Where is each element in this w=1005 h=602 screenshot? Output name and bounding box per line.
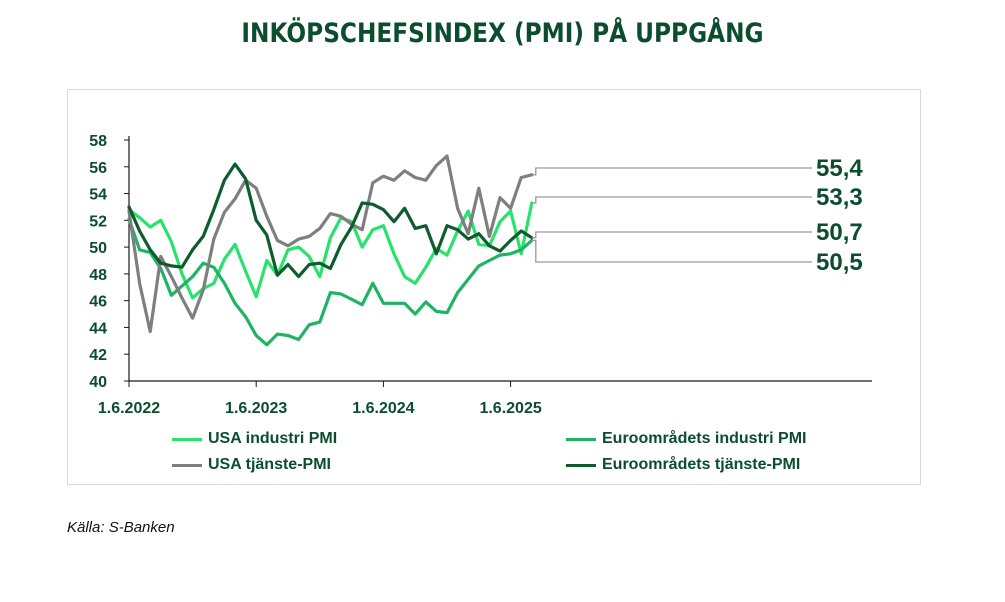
x-tick-label: 1.6.2023 bbox=[225, 400, 287, 417]
y-tick-label: 48 bbox=[89, 267, 107, 284]
legend-swatch-usa-tjanste bbox=[172, 463, 202, 467]
legend-item-usa-tjanste: USA tjänste-PMI bbox=[172, 456, 331, 474]
series-line-euroområdets-industri-pmi bbox=[127, 217, 534, 347]
y-tick-label: 46 bbox=[89, 294, 107, 311]
legend-label-euro-industri: Euroområdets industri PMI bbox=[602, 430, 807, 447]
legend-item-euro-tjanste: Euroområdets tjänste-PMI bbox=[566, 456, 800, 474]
end-label: 50,7 bbox=[816, 219, 863, 246]
end-label-leader bbox=[531, 231, 812, 239]
y-tick-label: 52 bbox=[89, 213, 107, 230]
legend-item-usa-industri: USA industri PMI bbox=[172, 430, 337, 448]
legend-swatch-euro-industri bbox=[566, 437, 596, 441]
chart-title: INKÖPSCHEFSINDEX (PMI) PÅ UPPGÅNG bbox=[241, 18, 764, 49]
series-line-usa-tjänste-pmi bbox=[127, 154, 534, 334]
series-line-usa-industri-pmi bbox=[127, 201, 534, 300]
legend-swatch-euro-tjanste bbox=[566, 463, 596, 467]
y-tick-label: 40 bbox=[89, 374, 107, 391]
end-label: 55,4 bbox=[816, 155, 863, 182]
y-tick-label: 44 bbox=[89, 320, 107, 337]
y-tick-label: 58 bbox=[89, 133, 107, 150]
y-tick-label: 42 bbox=[89, 347, 107, 364]
legend-item-euro-industri: Euroområdets industri PMI bbox=[566, 430, 806, 448]
end-label-leader bbox=[531, 196, 812, 204]
source-note: Källa: S-Banken bbox=[67, 519, 175, 536]
y-tick-label: 56 bbox=[89, 160, 107, 177]
end-label-leader bbox=[531, 239, 812, 263]
chart-frame bbox=[67, 89, 921, 485]
legend-label-usa-industri: USA industri PMI bbox=[208, 430, 338, 447]
legend-label-euro-tjanste: Euroområdets tjänste-PMI bbox=[602, 456, 801, 473]
x-tick-label: 1.6.2022 bbox=[98, 400, 160, 417]
legend-label-usa-tjanste: USA tjänste-PMI bbox=[208, 456, 331, 473]
end-label: 53,3 bbox=[816, 184, 863, 211]
end-label: 50,5 bbox=[816, 249, 863, 276]
x-tick-label: 1.6.2025 bbox=[479, 400, 541, 417]
end-label-leader bbox=[531, 167, 812, 176]
series-line-euroområdets-tjänste-pmi bbox=[127, 162, 534, 279]
y-tick-label: 50 bbox=[89, 240, 107, 257]
x-tick-label: 1.6.2024 bbox=[352, 400, 414, 417]
legend-swatch-usa-industri bbox=[172, 437, 202, 441]
y-tick-label: 54 bbox=[89, 187, 107, 204]
